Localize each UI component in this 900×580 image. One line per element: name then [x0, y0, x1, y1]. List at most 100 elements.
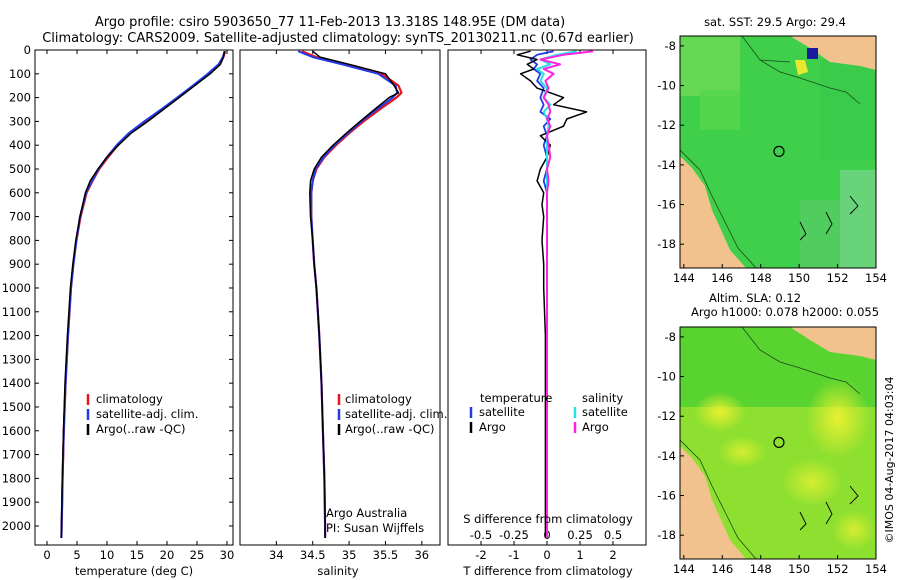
map-y-tick-label: -16 — [657, 198, 676, 212]
depth-tick-label: 1800 — [2, 471, 31, 485]
diff-legend-sargo-label: Argo — [582, 420, 609, 434]
sla-map-subtitle: Argo h1000: 0.078 h2000: 0.055 — [691, 305, 879, 319]
sst-map-frame — [679, 35, 877, 269]
map-y-tick-label: -12 — [657, 118, 676, 132]
map-x-tick-label: 152 — [827, 271, 849, 285]
depth-tick-label: 1600 — [2, 424, 31, 438]
map-x-tick-label: 154 — [865, 562, 887, 576]
imos-credit: ©IMOS 04-Aug-2017 04:03:04 — [883, 377, 896, 544]
depth-tick-label: 1000 — [2, 281, 31, 295]
map-x-tick-label: 150 — [788, 271, 810, 285]
depth-tick-label: 900 — [9, 257, 31, 271]
x-tick-label: -1 — [508, 548, 519, 562]
salinity-x-axis: 34 34.5 35 35.5 36 — [269, 50, 429, 562]
depth-tick-label: 300 — [9, 114, 31, 128]
x-tick-label: 0 — [543, 548, 550, 562]
depth-tick-label: 800 — [9, 233, 31, 247]
difference-lines — [516, 50, 594, 538]
depth-tick-label: 100 — [9, 67, 31, 81]
temperature-xlabel: temperature (deg C) — [75, 564, 193, 578]
x-tick-label: -2 — [475, 548, 486, 562]
sla-map-panel: Altim. SLA: 0.12 Argo h1000: 0.078 h2000… — [657, 291, 887, 576]
salinity-legend: climatology satellite-adj. clim. Argo(..… — [337, 392, 447, 436]
difference-xlabel-top: S difference from climatology — [463, 512, 633, 526]
sla-map-y-axis: -8 -10 -12 -14 -16 -18 — [657, 330, 684, 542]
depth-tick-label: 2000 — [2, 519, 31, 533]
legend-clim-label: climatology — [96, 392, 163, 406]
depth-tick-label: 0 — [24, 43, 31, 57]
salinity-xlabel: salinity — [317, 564, 358, 578]
legend-sat-label: satellite-adj. clim. — [96, 407, 198, 421]
depth-tick-label: 1900 — [2, 495, 31, 509]
diff-legend-temp-title: temperature — [480, 391, 552, 405]
sla-map-title: Altim. SLA: 0.12 — [709, 291, 801, 305]
sst-argo-marker — [773, 145, 785, 157]
figure-title-line1: Argo profile: csiro 5903650_77 11-Feb-20… — [95, 15, 565, 30]
depth-tick-label: 700 — [9, 210, 31, 224]
temperature-lines — [60, 50, 227, 538]
temperature-x-axis: 0 5 10 15 20 25 30 — [43, 50, 234, 562]
temperature-axes-frame — [34, 49, 234, 546]
salinity-diff-tick-label: 0.25 — [567, 528, 593, 542]
sal-legend-sat-label: satellite-adj. clim. — [345, 407, 447, 421]
x-tick-label: 35 — [342, 548, 357, 562]
x-tick-label: 2 — [609, 548, 616, 562]
map-y-tick-label: -8 — [665, 330, 676, 344]
difference-panel: -2 -1 0 1 2-0.5 -0.25 0 0.25 0.5 S difference fr… — [447, 49, 647, 578]
temperature-legend: climatology satellite-adj. clim. Argo(..… — [86, 392, 198, 436]
sst-map-field — [680, 36, 876, 268]
series-line-argo-raw-qc- — [60, 51, 226, 538]
salinity-panel: 34 34.5 35 35.5 36 salinity climatology sate… — [239, 49, 447, 578]
x-tick-label: 1 — [576, 548, 583, 562]
x-tick-label: 10 — [100, 548, 115, 562]
salinity-diff-tick-label: -0.25 — [499, 528, 529, 542]
x-tick-label: 5 — [73, 548, 80, 562]
map-x-tick-label: 144 — [673, 271, 695, 285]
map-x-tick-label: 144 — [673, 562, 695, 576]
figure-title-line2: Climatology: CARS2009. Satellite-adjuste… — [42, 31, 634, 46]
map-x-tick-label: 152 — [827, 562, 849, 576]
x-tick-label: 30 — [220, 548, 235, 562]
depth-tick-label: 1500 — [2, 400, 31, 414]
map-y-tick-label: -8 — [665, 39, 676, 53]
difference-legend: temperature salinity satellite Argo sate… — [469, 391, 628, 434]
map-x-tick-label: 148 — [750, 562, 772, 576]
depth-tick-label: 600 — [9, 186, 31, 200]
sla-map-field — [680, 327, 876, 559]
x-tick-label: 35.5 — [373, 548, 399, 562]
x-tick-label: 20 — [160, 548, 175, 562]
sal-legend-clim-label: climatology — [345, 392, 412, 406]
x-tick-label: 36 — [414, 548, 429, 562]
map-x-tick-label: 150 — [788, 562, 810, 576]
x-tick-label: 15 — [130, 548, 145, 562]
sst-map-title: sat. SST: 29.5 Argo: 29.4 — [704, 15, 846, 29]
map-y-tick-label: -16 — [657, 489, 676, 503]
map-y-tick-label: -10 — [657, 370, 676, 384]
difference-xlabel: T difference from climatology — [462, 564, 633, 578]
salinity-diff-tick-label: -0.5 — [470, 528, 492, 542]
salinity-annotation-line2: PI: Susan Wijffels — [326, 521, 424, 535]
salinity-diff-tick-label: 0.5 — [604, 528, 622, 542]
map-x-tick-label: 154 — [865, 271, 887, 285]
depth-tick-label: 1700 — [2, 448, 31, 462]
sst-map-panel: sat. SST: 29.5 Argo: 29.4 144 146 148 150 15… — [657, 15, 887, 285]
salinity-annotation-line1: Argo Australia — [326, 506, 407, 520]
depth-tick-label: 500 — [9, 162, 31, 176]
map-x-tick-label: 146 — [711, 271, 733, 285]
depth-tick-label: 1100 — [2, 305, 31, 319]
series-line-salinity-argo — [539, 50, 594, 538]
x-tick-label: 25 — [190, 548, 205, 562]
x-tick-label: 34.5 — [300, 548, 326, 562]
depth-tick-label: 1300 — [2, 352, 31, 366]
x-tick-label: 34 — [269, 548, 284, 562]
sal-legend-argo-label: Argo(..raw -QC) — [345, 422, 435, 436]
diff-legend-targo-label: Argo — [479, 420, 506, 434]
sst-map-x-axis: 144 146 148 150 152 154 — [673, 264, 887, 285]
sst-map-y-axis: -8 -10 -12 -14 -16 -18 — [657, 39, 684, 251]
depth-tick-label: 400 — [9, 138, 31, 152]
salinity-axes-frame — [239, 49, 441, 546]
diff-legend-tsat-label: satellite — [479, 405, 525, 419]
depth-tick-label: 200 — [9, 91, 31, 105]
map-y-tick-label: -14 — [657, 449, 676, 463]
